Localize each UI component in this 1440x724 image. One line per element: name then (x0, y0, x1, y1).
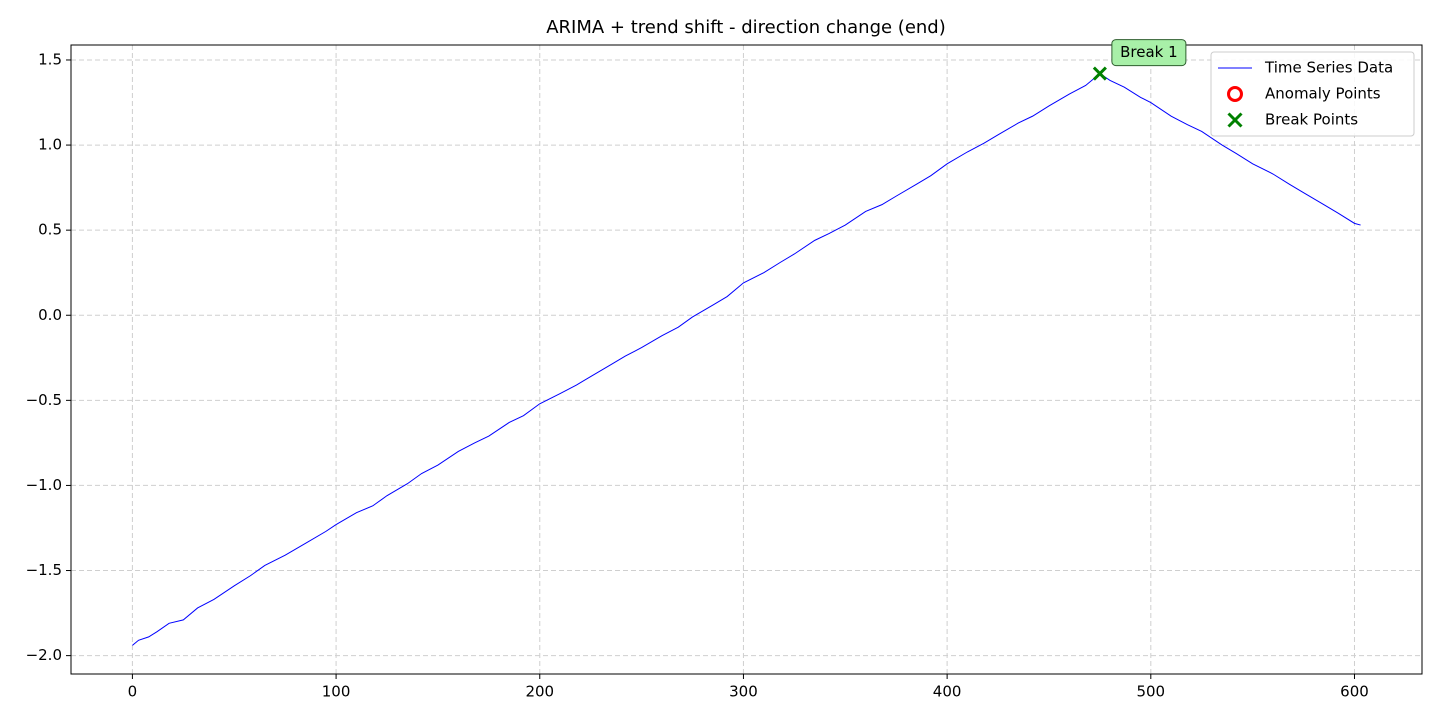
y-tick-label: −2.0 (26, 646, 62, 664)
break-point (1092, 66, 1107, 81)
x-tick-label: 300 (729, 683, 758, 701)
x-tick-label: 0 (128, 683, 138, 701)
y-tick-label: 0.5 (38, 221, 62, 239)
x-tick-label: 600 (1340, 683, 1369, 701)
chart-title: ARIMA + trend shift - direction change (… (546, 17, 946, 38)
legend-marker (1227, 112, 1243, 128)
x-tick-label: 100 (322, 683, 351, 701)
plot-frame (70, 44, 1423, 675)
y-tick-label: −0.5 (26, 391, 62, 409)
annotation-box (1111, 39, 1187, 67)
legend-label: Break Points (1265, 111, 1358, 129)
y-tick-label: 1.5 (38, 50, 62, 68)
y-tick-label: 0.0 (38, 306, 62, 324)
y-tick-label: −1.0 (26, 476, 62, 494)
legend-label: Anomaly Points (1265, 85, 1381, 103)
annotation: Break 1 (1120, 43, 1178, 61)
legend-box (1210, 51, 1415, 137)
cross-stroke (1227, 112, 1243, 128)
cross-stroke (1092, 66, 1107, 81)
x-tick-label: 500 (1136, 683, 1165, 701)
y-tick-label: −1.5 (26, 561, 62, 579)
legend-label: Time Series Data (1264, 59, 1393, 77)
x-tick-label: 200 (525, 683, 554, 701)
x-tick-label: 400 (933, 683, 962, 701)
y-tick-label: 1.0 (38, 136, 62, 154)
legend-marker (1227, 86, 1243, 102)
data-line (132, 72, 1361, 646)
